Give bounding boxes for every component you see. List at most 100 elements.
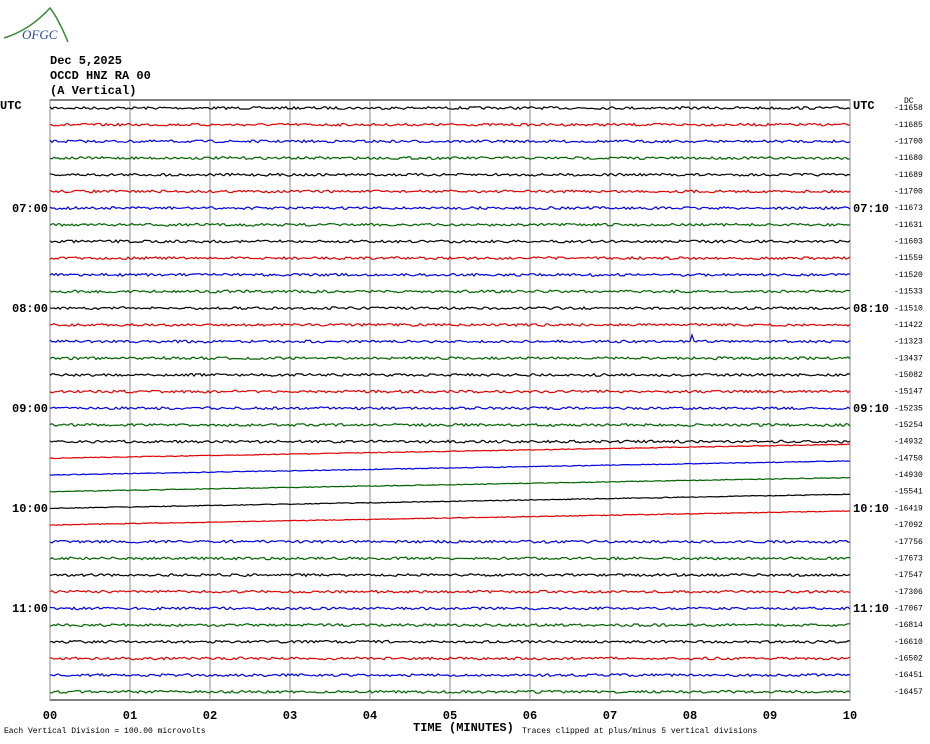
dc-offset: -11520 — [894, 271, 923, 280]
seismic-trace — [49, 333, 851, 344]
dc-offset: -11603 — [894, 238, 923, 247]
dc-offset: -15541 — [894, 488, 923, 497]
logo: OFGC — [3, 6, 69, 43]
left-time-label: 08:00 — [12, 302, 48, 316]
dc-offset: -14750 — [894, 454, 923, 463]
seismic-trace — [49, 589, 851, 594]
dc-offset: -11685 — [894, 121, 923, 130]
seismic-trace — [49, 255, 851, 261]
x-axis-title: TIME (MINUTES) — [413, 721, 514, 735]
seismic-trace — [49, 493, 851, 510]
seismic-trace — [49, 439, 851, 444]
seismic-trace — [49, 105, 851, 111]
seismic-trace — [49, 205, 851, 211]
dc-offset: -15082 — [894, 371, 923, 380]
seismic-trace — [49, 406, 851, 411]
seismic-trace — [49, 622, 850, 628]
dc-offset: -14932 — [894, 438, 923, 447]
dc-offset: -15254 — [894, 421, 923, 430]
dc-offset: -16502 — [894, 655, 923, 664]
x-tick-label: 00 — [43, 709, 57, 723]
x-tick-label: 06 — [523, 709, 537, 723]
dc-offset: -11700 — [894, 137, 923, 146]
date: Dec 5,2025 — [50, 54, 122, 68]
dc-offset: -16814 — [894, 621, 923, 630]
x-tick-label: 08 — [683, 709, 697, 723]
seismic-trace — [49, 639, 851, 644]
dc-offset: -11700 — [894, 188, 923, 197]
station: OCCD HNZ RA 00 — [50, 69, 151, 83]
dc-offset: -11559 — [894, 254, 923, 263]
x-tick-label: 10 — [843, 709, 857, 723]
seismic-trace — [49, 606, 851, 611]
seismic-trace — [49, 155, 851, 161]
dc-offset: -11533 — [894, 288, 923, 297]
dc-offset: -17306 — [894, 588, 923, 597]
x-tick-label: 07 — [603, 709, 617, 723]
left-time-label: 09:00 — [12, 402, 48, 416]
seismic-trace — [49, 556, 851, 561]
dc-offset: -15147 — [894, 388, 923, 397]
dc-offset: -17756 — [894, 538, 923, 547]
dc-offset: -16457 — [894, 688, 923, 697]
right-time-label: 07:10 — [853, 202, 889, 216]
seismic-trace — [49, 389, 851, 394]
seismic-trace — [49, 189, 851, 194]
seismic-trace — [49, 476, 851, 493]
dc-offset: -14930 — [894, 471, 923, 480]
dc-offset: -17092 — [894, 521, 923, 530]
x-tick-label: 09 — [763, 709, 777, 723]
seismic-trace — [49, 572, 851, 578]
right-time-label: 09:10 — [853, 402, 889, 416]
dc-offset: -11689 — [894, 171, 923, 180]
seismic-trace — [49, 656, 851, 661]
dc-offset: -11422 — [894, 321, 923, 330]
seismic-trace — [49, 172, 851, 177]
dc-offset: -11510 — [894, 304, 923, 313]
x-tick-label: 05 — [443, 709, 457, 723]
seismic-trace — [49, 289, 851, 294]
seismic-trace — [49, 422, 851, 428]
dc-offset: -11631 — [894, 221, 923, 230]
dc-offset: -11680 — [894, 154, 923, 163]
left-time-label: 10:00 — [12, 502, 48, 516]
x-tick-label: 04 — [363, 709, 377, 723]
seismic-trace — [49, 672, 851, 678]
footer-note: Traces clipped at plus/minus 5 vertical … — [522, 727, 757, 736]
seismic-trace — [49, 372, 851, 378]
x-tick-label: 03 — [283, 709, 297, 723]
seismic-trace — [49, 539, 851, 544]
right-time-label: 08:10 — [853, 302, 889, 316]
seismic-trace — [49, 306, 851, 311]
dc-offset: -17547 — [894, 571, 923, 580]
dc-offset: -16419 — [894, 504, 923, 513]
dc-offset: -16610 — [894, 638, 923, 647]
left-time-label: UTC — [0, 99, 22, 113]
dc-offset: -13437 — [894, 354, 923, 363]
component: (A Vertical) — [50, 84, 136, 98]
left-time-label: 11:00 — [12, 602, 48, 616]
seismic-trace — [49, 460, 851, 476]
seismic-trace — [49, 239, 851, 244]
seismic-trace — [49, 510, 851, 526]
dc-header: DC — [904, 97, 914, 106]
seismic-trace — [49, 443, 850, 460]
seismic-trace — [49, 689, 851, 694]
seismic-trace — [49, 355, 851, 361]
x-tick-label: 01 — [123, 709, 137, 723]
dc-offset: -17067 — [894, 605, 923, 614]
left-time-label: 07:00 — [12, 202, 48, 216]
logo-text: OFGC — [22, 27, 58, 42]
seismic-trace — [49, 272, 851, 278]
seismic-trace — [49, 322, 851, 327]
seismic-trace — [49, 122, 851, 127]
dc-offset: -11658 — [894, 104, 923, 113]
dc-offset: -15235 — [894, 404, 923, 413]
dc-offset: -11323 — [894, 338, 923, 347]
dc-offset: -11673 — [894, 204, 923, 213]
seismic-trace — [49, 139, 851, 144]
seismic-trace — [49, 222, 851, 227]
right-time-label: 10:10 — [853, 502, 889, 516]
right-time-label: UTC — [853, 99, 875, 113]
